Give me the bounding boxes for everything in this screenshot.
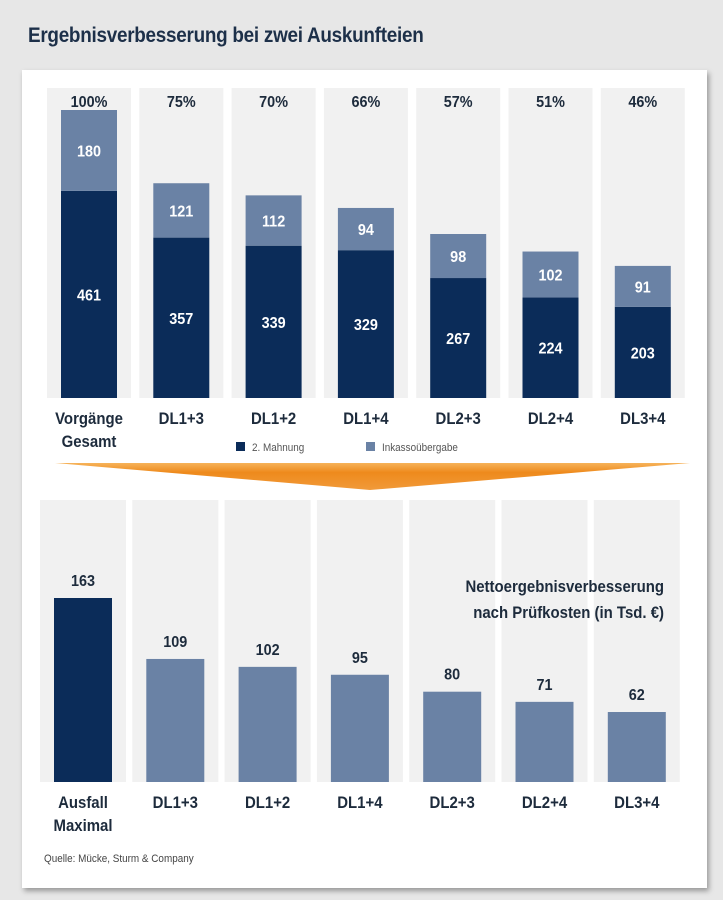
data-label: 224	[538, 340, 563, 358]
source-note: Quelle: Mücke, Sturm & Company	[44, 853, 194, 865]
data-label: 109	[163, 633, 187, 651]
bar	[516, 702, 574, 782]
data-label: 80	[444, 666, 460, 684]
percent-label: 46%	[628, 93, 657, 111]
data-label: 91	[635, 279, 652, 297]
legend-swatch-2-mahnung	[236, 442, 245, 451]
category-label: Gesamt	[62, 433, 117, 451]
category-label: DL1+2	[245, 794, 290, 812]
arrow-shape	[55, 463, 690, 490]
percent-label: 57%	[444, 93, 473, 111]
chart-annotation-title: Nettoergebnisverbesserung	[465, 578, 664, 596]
category-label: DL1+4	[343, 410, 388, 428]
category-label: DL1+2	[251, 410, 296, 428]
bottom-bar-chart: 163 Ausfall Maximal 109 DL1+3 102 DL1+2 95 DL1+4…	[40, 500, 680, 835]
legend-swatch-inkassouebergabe	[366, 442, 375, 451]
data-label: 203	[631, 345, 655, 363]
arrow-divider	[55, 463, 690, 490]
bar	[146, 659, 204, 782]
chart-annotation-title: nach Prüfkosten (in Tsd. €)	[473, 604, 664, 622]
legend-label: 2. Mahnung	[252, 443, 304, 455]
bar	[423, 692, 481, 782]
percent-label: 100%	[71, 93, 108, 111]
data-label: 98	[450, 248, 466, 266]
data-label: 102	[538, 267, 562, 285]
category-label: DL1+4	[337, 794, 382, 812]
data-label: 102	[256, 641, 280, 659]
percent-label: 51%	[536, 93, 565, 111]
category-label: Vorgänge	[55, 410, 123, 428]
bar	[331, 675, 389, 782]
data-label: 95	[352, 649, 369, 667]
category-label: DL1+3	[159, 410, 204, 428]
category-label: Ausfall	[58, 794, 108, 812]
data-label: 112	[262, 213, 285, 231]
data-label: 339	[262, 314, 286, 332]
data-label: 267	[446, 330, 470, 348]
data-label: 357	[169, 310, 193, 328]
top-stacked-chart: 461 180 100% Vorgänge Gesamt 357 121 75% DL1+3 33…	[47, 88, 685, 454]
data-label: 329	[354, 316, 378, 334]
category-label: DL1+3	[153, 794, 198, 812]
legend-label: Inkassoübergabe	[382, 443, 458, 455]
category-label: Maximal	[54, 817, 113, 835]
data-label: 461	[77, 287, 102, 305]
data-label: 163	[71, 572, 95, 590]
chart-svg: 461 180 100% Vorgänge Gesamt 357 121 75% DL1+3 33…	[0, 0, 723, 900]
data-label: 180	[77, 143, 101, 161]
percent-label: 70%	[259, 93, 288, 111]
data-label: 94	[358, 221, 375, 239]
percent-label: 66%	[351, 93, 380, 111]
category-label: DL3+4	[614, 794, 659, 812]
bar	[608, 712, 666, 782]
percent-label: 75%	[167, 93, 196, 111]
data-label: 71	[536, 676, 553, 694]
category-label: DL3+4	[620, 410, 665, 428]
data-label: 121	[169, 203, 194, 221]
category-label: DL2+4	[522, 794, 567, 812]
category-label: DL2+3	[436, 410, 481, 428]
bar	[54, 598, 112, 782]
category-label: DL2+3	[430, 794, 475, 812]
data-label: 62	[629, 686, 645, 704]
category-label: DL2+4	[528, 410, 573, 428]
legend: 2. Mahnung Inkassoübergabe	[236, 442, 458, 454]
bar	[239, 667, 297, 782]
